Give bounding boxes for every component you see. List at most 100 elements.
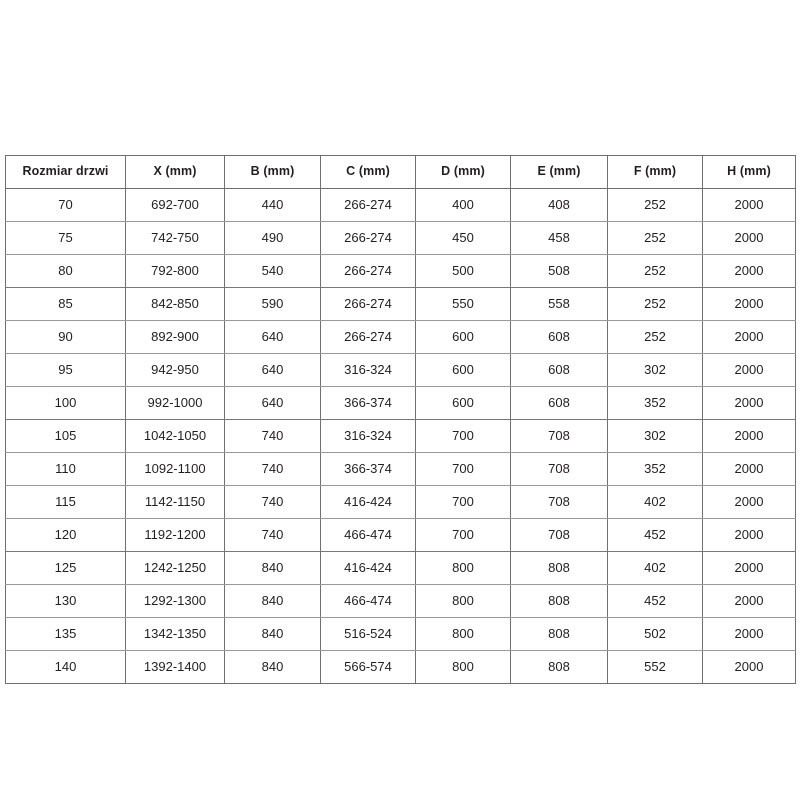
cell-door-size: 120 (5, 518, 126, 552)
cell-value: 840 (224, 551, 321, 585)
cell-value: 266-274 (320, 188, 416, 222)
cell-value: 608 (510, 353, 608, 387)
cell-value: 550 (415, 287, 511, 321)
cell-value: 2000 (702, 617, 796, 651)
cell-value: 740 (224, 518, 321, 552)
cell-value: 508 (510, 254, 608, 288)
cell-value: 792-800 (125, 254, 225, 288)
cell-value: 600 (415, 320, 511, 354)
cell-value: 740 (224, 485, 321, 519)
table-row: 70 692-700 440 266-274 400 408 252 2000 (5, 188, 796, 222)
cell-value: 640 (224, 386, 321, 420)
column-header-f: F (mm) (607, 155, 703, 189)
table-body: 70 692-700 440 266-274 400 408 252 2000 75 742-75… (5, 188, 796, 684)
cell-value: 500 (415, 254, 511, 288)
cell-value: 708 (510, 518, 608, 552)
cell-value: 2000 (702, 287, 796, 321)
cell-value: 366-374 (320, 452, 416, 486)
cell-value: 452 (607, 584, 703, 618)
cell-value: 402 (607, 551, 703, 585)
cell-value: 452 (607, 518, 703, 552)
cell-value: 400 (415, 188, 511, 222)
cell-door-size: 90 (5, 320, 126, 354)
cell-value: 708 (510, 485, 608, 519)
cell-door-size: 95 (5, 353, 126, 387)
cell-door-size: 140 (5, 650, 126, 684)
cell-value: 740 (224, 452, 321, 486)
table-row: 85 842-850 590 266-274 550 558 252 2000 (5, 287, 796, 321)
cell-value: 490 (224, 221, 321, 255)
cell-value: 2000 (702, 650, 796, 684)
cell-value: 1392-1400 (125, 650, 225, 684)
cell-value: 1092-1100 (125, 452, 225, 486)
cell-value: 1192-1200 (125, 518, 225, 552)
cell-value: 266-274 (320, 221, 416, 255)
cell-value: 266-274 (320, 254, 416, 288)
cell-value: 352 (607, 452, 703, 486)
cell-value: 1242-1250 (125, 551, 225, 585)
cell-value: 800 (415, 551, 511, 585)
cell-value: 2000 (702, 320, 796, 354)
cell-value: 316-324 (320, 419, 416, 453)
cell-value: 700 (415, 419, 511, 453)
column-header-e: E (mm) (510, 155, 608, 189)
cell-value: 352 (607, 386, 703, 420)
cell-value: 1342-1350 (125, 617, 225, 651)
cell-value: 2000 (702, 452, 796, 486)
cell-value: 266-274 (320, 320, 416, 354)
cell-value: 502 (607, 617, 703, 651)
cell-value: 2000 (702, 188, 796, 222)
cell-value: 808 (510, 584, 608, 618)
cell-value: 540 (224, 254, 321, 288)
cell-value: 416-424 (320, 551, 416, 585)
cell-door-size: 80 (5, 254, 126, 288)
table-row: 130 1292-1300 840 466-474 800 808 452 2000 (5, 584, 796, 618)
cell-value: 466-474 (320, 518, 416, 552)
cell-value: 708 (510, 452, 608, 486)
cell-value: 740 (224, 419, 321, 453)
cell-value: 2000 (702, 221, 796, 255)
cell-value: 2000 (702, 419, 796, 453)
cell-value: 608 (510, 386, 608, 420)
table-row: 100 992-1000 640 366-374 600 608 352 2000 (5, 386, 796, 420)
cell-value: 440 (224, 188, 321, 222)
table-row: 140 1392-1400 840 566-574 800 808 552 2000 (5, 650, 796, 684)
cell-value: 700 (415, 485, 511, 519)
cell-value: 600 (415, 386, 511, 420)
table-row: 95 942-950 640 316-324 600 608 302 2000 (5, 353, 796, 387)
cell-value: 942-950 (125, 353, 225, 387)
cell-value: 558 (510, 287, 608, 321)
cell-value: 466-474 (320, 584, 416, 618)
cell-value: 252 (607, 254, 703, 288)
cell-value: 840 (224, 650, 321, 684)
table-header-row: Rozmiar drzwi X (mm) B (mm) C (mm) D (mm… (5, 155, 796, 189)
cell-value: 1042-1050 (125, 419, 225, 453)
column-header-rozmiar-drzwi: Rozmiar drzwi (5, 155, 126, 189)
table-row: 80 792-800 540 266-274 500 508 252 2000 (5, 254, 796, 288)
column-header-h: H (mm) (702, 155, 796, 189)
cell-door-size: 130 (5, 584, 126, 618)
cell-door-size: 135 (5, 617, 126, 651)
cell-value: 600 (415, 353, 511, 387)
cell-value: 552 (607, 650, 703, 684)
cell-value: 800 (415, 617, 511, 651)
cell-value: 700 (415, 452, 511, 486)
cell-value: 416-424 (320, 485, 416, 519)
cell-door-size: 85 (5, 287, 126, 321)
cell-value: 840 (224, 584, 321, 618)
table-header: Rozmiar drzwi X (mm) B (mm) C (mm) D (mm… (5, 155, 796, 189)
cell-value: 700 (415, 518, 511, 552)
cell-value: 252 (607, 320, 703, 354)
cell-value: 842-850 (125, 287, 225, 321)
cell-value: 840 (224, 617, 321, 651)
cell-value: 2000 (702, 353, 796, 387)
cell-value: 302 (607, 419, 703, 453)
cell-value: 808 (510, 650, 608, 684)
table-row: 115 1142-1150 740 416-424 700 708 402 2000 (5, 485, 796, 519)
cell-value: 800 (415, 584, 511, 618)
door-size-specification-table: Rozmiar drzwi X (mm) B (mm) C (mm) D (mm… (5, 155, 796, 684)
cell-value: 252 (607, 188, 703, 222)
cell-door-size: 105 (5, 419, 126, 453)
cell-value: 408 (510, 188, 608, 222)
cell-value: 252 (607, 287, 703, 321)
